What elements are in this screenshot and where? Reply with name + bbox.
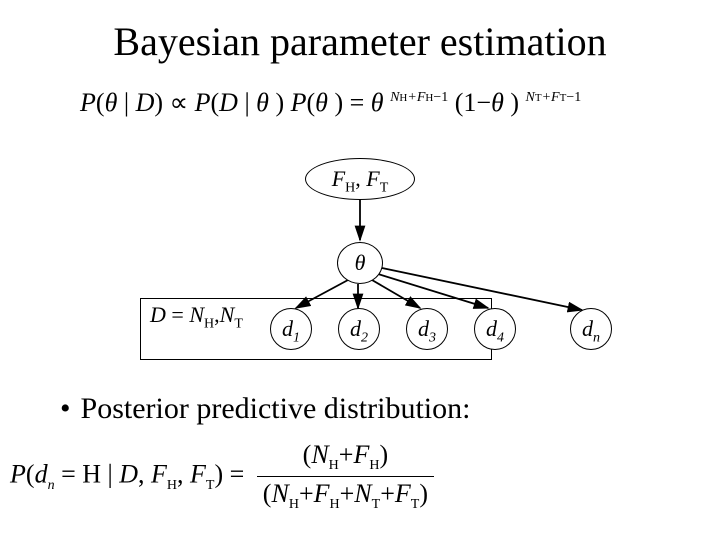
f2-P: P (10, 460, 26, 489)
f1-lpar3: ( (307, 88, 316, 117)
f1-D2: D (219, 88, 238, 117)
f1-P2: P (195, 88, 211, 117)
slide: Bayesian parameter estimation P(θ | D) ∝… (0, 0, 720, 540)
f1-rpar4: ) (510, 88, 519, 117)
f1-oneminus: (1− (448, 88, 491, 117)
f1-P1: P (80, 88, 96, 117)
plate-label: D = NH,NT (150, 302, 243, 332)
f1-theta2: θ (256, 88, 269, 117)
f1-bar1: | (117, 88, 135, 117)
f1-theta1: θ (105, 88, 118, 117)
f2-F2: F (190, 460, 206, 489)
slide-title: Bayesian parameter estimation (0, 18, 720, 65)
f1-rpar3: ) (334, 88, 343, 117)
data-node-d3: d3 (406, 308, 448, 350)
f2-d: d (35, 460, 48, 489)
f1-exp1: NH+FH−1 (390, 90, 448, 105)
f2-D: D (119, 460, 138, 489)
f1-bar2: | (238, 88, 256, 117)
theta-node: θ (337, 242, 383, 284)
bullet-text: Posterior predictive distribution: (81, 392, 471, 425)
bullet-dot: • (60, 392, 71, 425)
f1-lpar1: ( (96, 88, 105, 117)
f1-theta3: θ (315, 88, 328, 117)
data-node-d4: d4 (474, 308, 516, 350)
f2-F1: F (151, 460, 167, 489)
f1-prop: ∝ (163, 88, 195, 117)
f1-theta4: θ (371, 88, 384, 117)
f1-P3: P (291, 88, 307, 117)
bullet-line: • Posterior predictive distribution: (60, 392, 470, 426)
fraction-numerator: (NH+FH) (257, 440, 434, 477)
posterior-formula: P(θ | D) ∝ P(D | θ ) P(θ ) = θ NH+FH−1 (… (80, 88, 581, 118)
f1-rpar2: ) (275, 88, 284, 117)
data-node-dn: dn (570, 308, 612, 350)
f2-eqH: = H | (55, 460, 120, 489)
hyperparameter-node: FH, FT (305, 158, 415, 200)
f1-rpar1: ) (154, 88, 163, 117)
f1-D1: D (136, 88, 155, 117)
f2-rpareq: ) = (214, 460, 250, 489)
f1-lpar2: ( (210, 88, 219, 117)
f2-n: n (48, 478, 55, 493)
graphical-model-diagram: FH, FT θ D = NH,NT d1 d2 d3 d4 dn (0, 150, 720, 370)
predictive-formula: P(dn = H | D, FH, FT) = (NH+FH) (NH+FH+N… (10, 440, 710, 513)
f1-theta5: θ (491, 88, 504, 117)
f1-eq: = (343, 88, 371, 117)
fraction: (NH+FH) (NH+FH+NT+FT) (257, 440, 434, 513)
f1-exp2: NT+FT−1 (526, 90, 582, 105)
data-node-d2: d2 (338, 308, 380, 350)
fraction-denominator: (NH+FH+NT+FT) (257, 477, 434, 513)
data-node-d1: d1 (270, 308, 312, 350)
